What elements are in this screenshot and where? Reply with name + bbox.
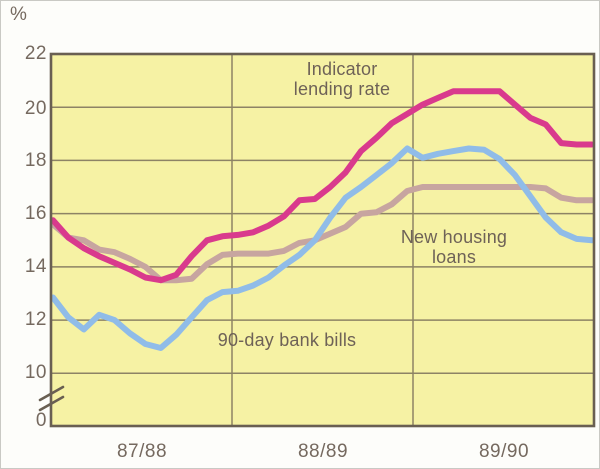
series-label-indicator-lending-rate: Indicator lending rate [293, 59, 391, 99]
x-tick-89-90: 89/90 [478, 441, 530, 462]
x-tick-88-89: 88/89 [297, 441, 349, 462]
y-tick-18: 18 [24, 150, 47, 171]
y-tick-14: 14 [24, 256, 47, 277]
plot-border [49, 52, 596, 428]
y-tick-16: 16 [24, 203, 47, 224]
series-label-90-day-bank-bills: 90-day bank bills [217, 330, 357, 350]
series-lines [50, 88, 595, 351]
y-tick-12: 12 [24, 309, 47, 330]
line-90-day-bank-bills [50, 145, 595, 351]
series-label-new-housing-loans: New housing loans [400, 227, 508, 267]
y-tick-22: 22 [24, 43, 47, 64]
y-tick-20: 20 [24, 98, 47, 119]
y-axis-unit: % [10, 4, 27, 25]
x-tick-87-88: 87/88 [116, 441, 168, 462]
y-tick-10: 10 [24, 362, 47, 383]
axis-break-icon [38, 385, 65, 412]
line-new-housing-loans [50, 184, 595, 284]
y-tick-0: 0 [35, 410, 47, 431]
line-indicator-lending-rate [50, 88, 595, 284]
